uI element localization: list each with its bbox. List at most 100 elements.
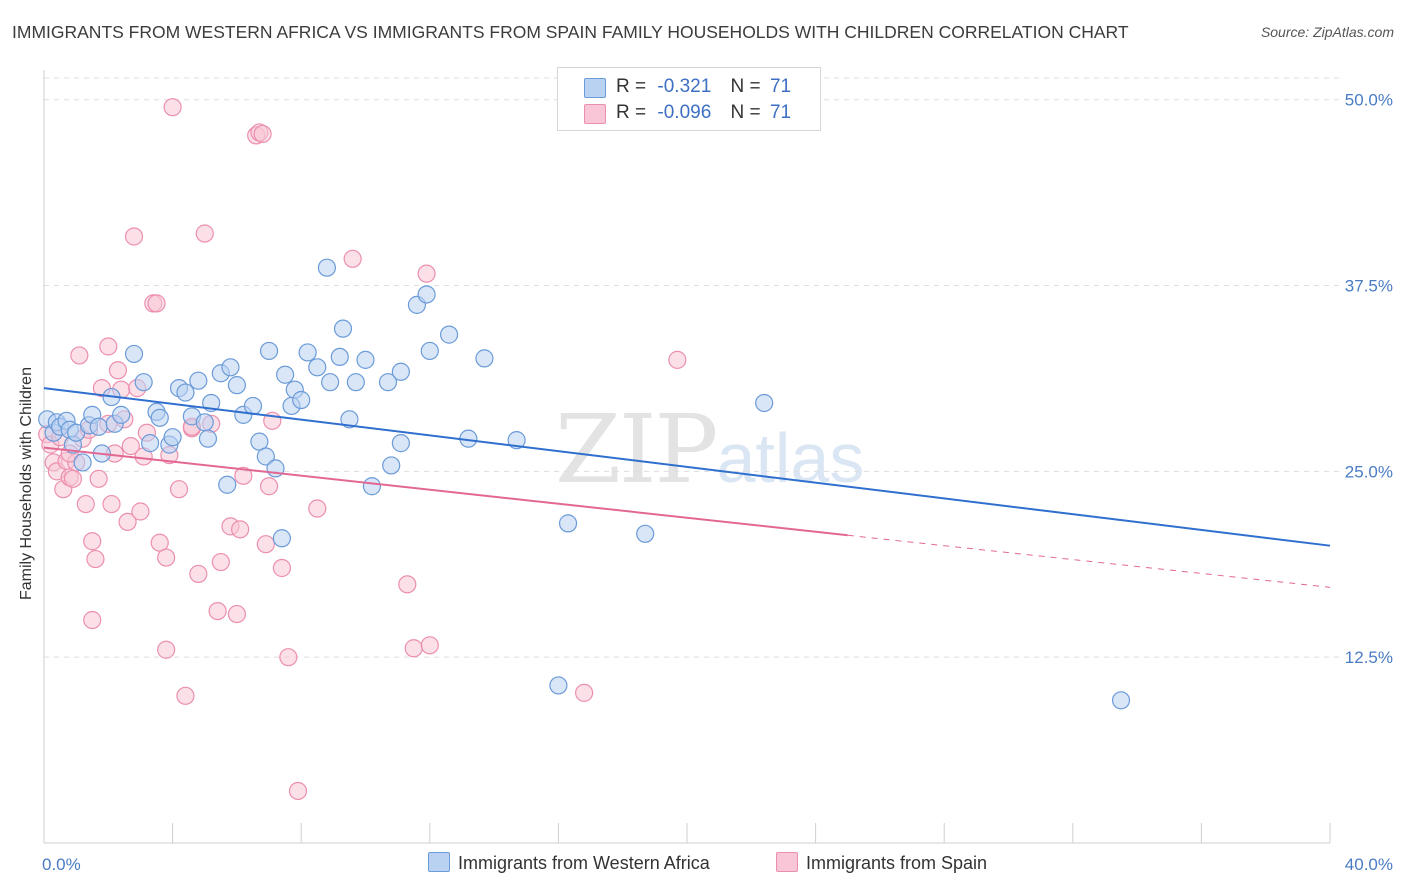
western-africa-point — [176, 383, 195, 402]
western-africa-point — [391, 434, 410, 453]
western-africa-point — [420, 341, 439, 361]
spain-point — [668, 350, 687, 369]
watermark-atlas: atlas — [716, 419, 865, 497]
y-tick-label: 37.5% — [1345, 277, 1393, 296]
spain-point — [308, 499, 327, 518]
spain-point — [417, 264, 436, 283]
western-africa-point — [330, 347, 349, 367]
western-africa-point — [1111, 691, 1131, 710]
r-value: -0.096 — [657, 102, 712, 123]
watermark: ZIPatlas — [555, 395, 864, 505]
spain-point — [279, 648, 298, 667]
western-africa-point — [73, 453, 92, 472]
spain-point — [420, 636, 439, 655]
spain-point — [70, 346, 89, 365]
western-africa-point — [276, 365, 295, 384]
spain-point — [163, 98, 182, 117]
y-axis-label: Family Households with Children — [18, 367, 35, 600]
spain-point — [208, 601, 227, 621]
watermark-zip: ZIP — [555, 395, 718, 505]
spain-point — [404, 639, 423, 658]
western-africa-point — [112, 405, 131, 424]
western-africa-point — [356, 350, 375, 369]
spain-point — [227, 604, 246, 624]
western-africa-point — [317, 258, 337, 277]
western-africa-trend-line — [43, 387, 1331, 547]
western-africa-point — [391, 362, 410, 381]
spain-point — [76, 494, 95, 514]
western-africa-point — [340, 410, 359, 429]
western-africa-point — [378, 373, 398, 392]
western-africa-point — [292, 390, 311, 410]
legend-item-spain: Immigrants from Spain — [776, 852, 987, 874]
western-africa-point — [298, 343, 317, 362]
trend-lines — [43, 387, 1331, 588]
y-tick-label: 12.5% — [1345, 648, 1393, 667]
western-africa-point — [507, 431, 526, 450]
chart-title: IMMIGRANTS FROM WESTERN AFRICA VS IMMIGR… — [12, 22, 1129, 42]
y-tick-label: 25.0% — [1345, 462, 1393, 481]
spain-point — [157, 640, 176, 659]
spain-point — [108, 361, 128, 380]
x-tick-label: 0.0% — [42, 855, 81, 874]
spain-point — [118, 512, 137, 532]
western-africa-point — [417, 285, 436, 304]
r-label: R = — [616, 102, 647, 123]
spain-point — [102, 494, 121, 514]
western-africa-point — [227, 376, 246, 395]
western-africa-point — [755, 393, 774, 413]
spain-trend-line — [43, 446, 848, 537]
axes — [43, 70, 1331, 844]
western-africa-point — [549, 676, 568, 695]
western-africa-point — [89, 417, 108, 436]
spain-point — [83, 532, 102, 551]
n-label: N = — [730, 76, 761, 97]
western-africa-point — [140, 434, 160, 453]
spain-swatch — [584, 104, 606, 124]
spain-point — [234, 466, 253, 485]
n-value: 71 — [769, 102, 792, 123]
x-tick-label: 40.0% — [1345, 855, 1393, 874]
western-africa-point — [221, 358, 240, 377]
spain-point — [259, 477, 279, 496]
spain-point — [272, 558, 292, 578]
spain-point — [157, 548, 176, 567]
spain-legend-swatch — [776, 852, 798, 872]
spain-point — [169, 480, 189, 499]
spain-point — [121, 436, 140, 456]
western-africa-point — [362, 477, 382, 496]
spain-point — [211, 552, 230, 572]
r-value: -0.321 — [657, 76, 712, 97]
western-africa-point — [134, 373, 153, 392]
western-africa-point — [198, 429, 218, 448]
data-points — [38, 98, 1131, 801]
western-africa-point — [346, 373, 365, 392]
western-africa-point — [439, 325, 459, 344]
spain-point — [89, 469, 108, 488]
western-africa-point — [163, 428, 182, 447]
western-africa-legend-swatch — [428, 852, 450, 872]
spain-point — [99, 337, 118, 356]
n-value: 71 — [769, 76, 792, 97]
spain-trend-line-extension — [847, 534, 1331, 588]
source-credit: Source: ZipAtlas.com — [1260, 24, 1394, 40]
spain-point — [256, 535, 275, 554]
legend-label: Immigrants from Western Africa — [458, 853, 710, 873]
spain-point — [195, 224, 214, 243]
spain-point — [63, 469, 83, 488]
y-tick-label: 50.0% — [1345, 91, 1393, 110]
spain-point — [398, 575, 417, 594]
western-africa-point — [189, 371, 208, 390]
legend-label: Immigrants from Spain — [806, 853, 988, 873]
spain-point — [343, 249, 362, 268]
western-africa-point — [150, 408, 169, 427]
spain-point — [575, 683, 594, 702]
western-africa-point — [124, 344, 144, 364]
spain-point — [253, 124, 272, 144]
tick-labels: 12.5% 25.0% 37.5% 50.0% 0.0% 40.0% — [42, 91, 1393, 874]
spain-point — [189, 564, 208, 584]
western-africa-point — [321, 373, 340, 392]
western-africa-point — [308, 358, 327, 377]
r-label: R = — [616, 76, 647, 97]
